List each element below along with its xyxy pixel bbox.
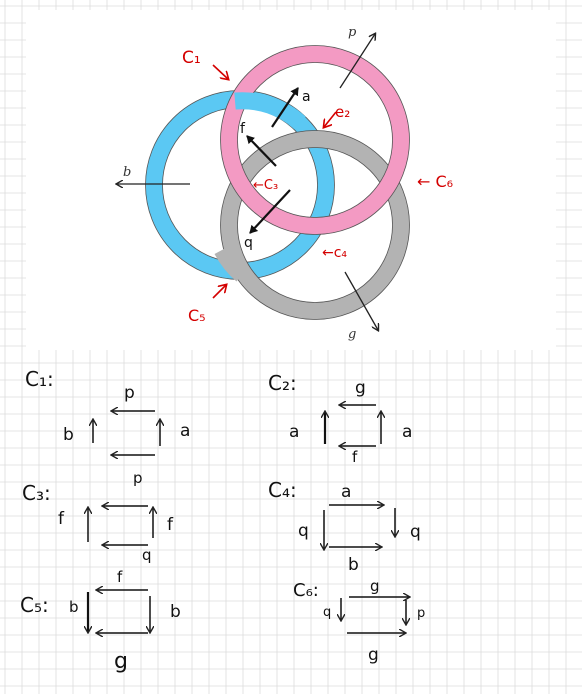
blue-over-pink-patch — [234, 92, 306, 130]
square-c6-bottom: g — [368, 645, 379, 665]
square-c6-left: q — [323, 605, 331, 620]
square-c5-top: f — [117, 568, 123, 586]
square-c2-bottom: f — [352, 448, 358, 466]
square-c3-bottom: q — [142, 546, 152, 564]
square-c3-left: f — [58, 509, 65, 529]
pink-ring-edge-inner — [237, 62, 393, 218]
cycle-arrow-c1 — [212, 64, 228, 79]
squares-text: C₁: p b a C₂: g a a f C₃: p f f q C₄: a … — [20, 367, 425, 674]
square-c5-right: b — [170, 602, 181, 622]
pink-ring-edge-outer — [220, 45, 410, 235]
square-c4-top: a — [341, 482, 351, 502]
cycle-label-c4: ←c₄ — [322, 245, 347, 261]
borromean-rings-figure: p b g a f q C₁ e₂ ←C₃ ←c₄ C₅ ← C₆ — [117, 25, 453, 342]
square-c6 — [341, 597, 409, 633]
square-c1-top: p — [124, 383, 135, 403]
g-axis-line — [344, 271, 378, 330]
square-c4 — [324, 505, 395, 549]
cycle-label-c1: C₁ — [182, 48, 201, 68]
square-c2-top: g — [355, 378, 366, 398]
label-f: f — [240, 121, 246, 137]
square-c2-left: a — [289, 422, 299, 442]
square-c5-left: b — [69, 598, 79, 616]
square-c4-left: q — [298, 521, 309, 541]
cycle-arrow-c5 — [212, 285, 226, 299]
cycle-label-c2: e₂ — [335, 103, 350, 121]
label-q: q — [244, 235, 253, 251]
square-c2 — [325, 405, 381, 446]
square-c4-name: C₄: — [268, 478, 297, 502]
cycle-label-c3: ←C₃ — [253, 178, 278, 193]
arrow-f — [246, 135, 277, 167]
cycle-label-c5: C₅ — [188, 306, 206, 325]
gray-ring — [220, 130, 410, 320]
square-c5 — [88, 590, 150, 633]
arrow-a — [271, 87, 299, 128]
square-c1-name: C₁: — [25, 367, 54, 391]
cycle-arrow-c2 — [324, 111, 337, 127]
gray-ring-edge-outer — [220, 130, 410, 320]
square-c3 — [88, 506, 153, 545]
square-c1-left: b — [63, 425, 74, 445]
label-b: b — [123, 165, 131, 180]
square-c5-bottom: g — [114, 649, 128, 674]
pink-ring — [220, 45, 410, 235]
square-c3-name: C₃: — [22, 481, 51, 505]
cycle-label-c6: ← C₆ — [417, 172, 453, 191]
label-g: g — [348, 327, 356, 342]
label-p: p — [348, 25, 357, 40]
square-c5-name: C₅: — [20, 593, 49, 617]
square-c2-right: a — [402, 422, 412, 442]
squares-section — [88, 405, 409, 633]
p-axis-line — [339, 34, 375, 89]
square-c4-right: q — [410, 522, 421, 542]
arrow-q — [249, 189, 291, 234]
gray-ring-edge-inner — [237, 147, 393, 303]
square-c1 — [93, 411, 160, 455]
square-c3-right: f — [167, 515, 174, 535]
square-c3-top: p — [133, 469, 143, 487]
square-c4-bottom: b — [348, 555, 359, 575]
square-c6-top: g — [370, 577, 380, 595]
square-c2-name: C₂: — [268, 371, 297, 395]
label-a: a — [302, 89, 311, 105]
square-c6-right: p — [417, 606, 425, 621]
gray-over-blue-patch — [214, 245, 248, 282]
square-c1-right: a — [180, 421, 190, 441]
square-c6-name: C₆: — [293, 580, 319, 601]
